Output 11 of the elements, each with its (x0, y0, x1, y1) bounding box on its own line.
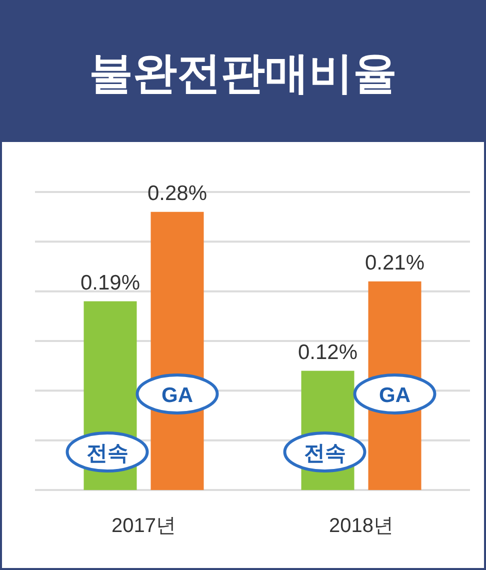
series-label: 전속 (86, 442, 128, 465)
x-tick-label: 2017년 (112, 515, 176, 537)
text: GA (379, 384, 410, 407)
data-label: 0.21% (364, 251, 425, 274)
series-label: GA (162, 384, 193, 407)
text: 전속 (304, 442, 346, 465)
data-label: 0.12% (298, 340, 358, 364)
data-label: 0.19% (80, 271, 140, 294)
data-label: 0.28% (147, 182, 208, 205)
chart-title: 불완전판매비율 (89, 49, 397, 98)
x-tick-label: 2018년 (329, 515, 394, 537)
